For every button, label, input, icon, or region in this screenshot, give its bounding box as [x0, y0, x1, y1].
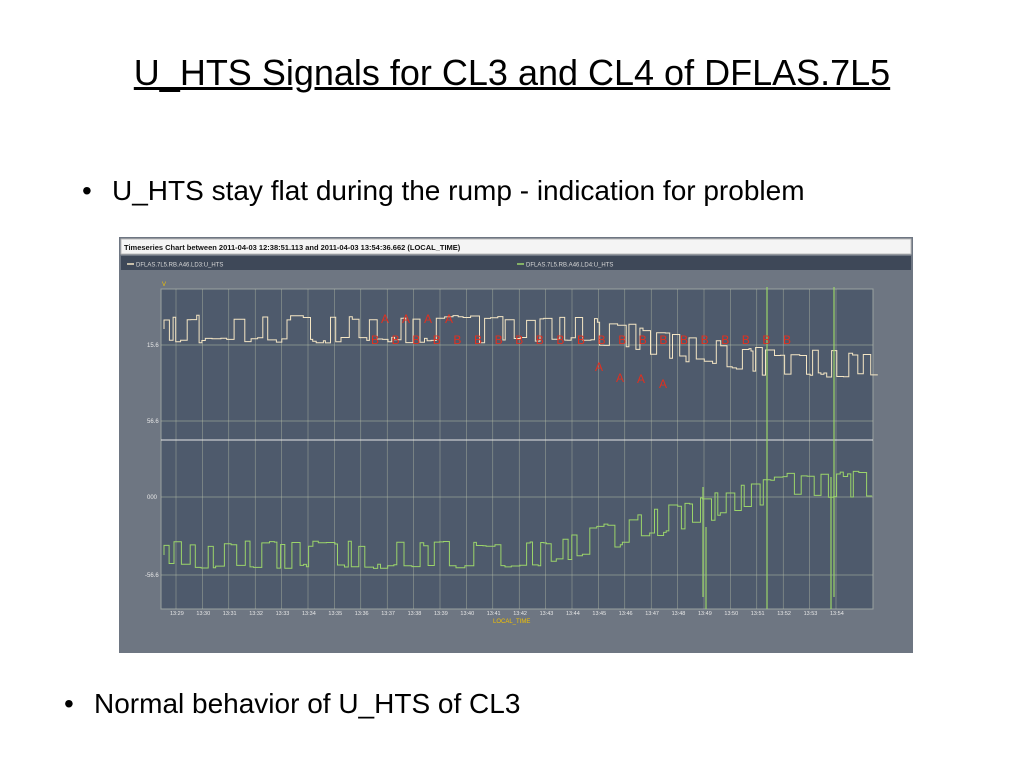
bullet-flat-rump: • U_HTS stay flat during the rump - indic…: [82, 175, 805, 207]
x-tick-label: 13:53: [804, 611, 818, 617]
annotation-b: B: [783, 333, 791, 347]
upper-tick-1: 15.6: [147, 343, 159, 349]
x-axis-label: LOCAL_TIME: [493, 619, 530, 625]
bullet-text: U_HTS stay flat during the rump - indica…: [112, 175, 805, 206]
annotation-b: B: [577, 333, 585, 347]
x-tick-label: 13:52: [777, 611, 791, 617]
timeseries-chart-screenshot: Timeseries Chart between 2011-04-03 12:3…: [119, 237, 913, 653]
window-title-bar: [120, 238, 912, 255]
annotation-b: B: [453, 333, 461, 347]
bullet-mark: •: [82, 175, 92, 206]
x-tick-label: 13:31: [223, 611, 237, 617]
x-tick-label: 13:50: [724, 611, 738, 617]
x-tick-label: 13:34: [302, 611, 316, 617]
signal-ld4-lower: [163, 470, 873, 569]
x-tick-label: 13:54: [830, 611, 844, 617]
x-tick-label: 13:47: [645, 611, 659, 617]
annotations-a: A A A AAA A A: [381, 312, 667, 391]
annotation-a: A: [424, 312, 432, 326]
annotation-b: B: [412, 333, 420, 347]
annotation-b: B: [556, 333, 564, 347]
annotation-a: A: [402, 312, 410, 326]
y-unit-label: V: [162, 282, 166, 288]
annotation-b: B: [659, 333, 667, 347]
annotation-a: A: [445, 312, 453, 326]
annotation-a: A: [616, 371, 624, 385]
upper-tick-2: 56.6: [147, 419, 159, 425]
lower-tick-1: 000: [147, 495, 158, 501]
x-tick-label: 13:40: [460, 611, 474, 617]
annotation-b: B: [536, 333, 544, 347]
legend-bar: [121, 256, 911, 270]
x-tick-label: 13:41: [487, 611, 501, 617]
annotation-b: B: [495, 333, 503, 347]
annotation-b: B: [742, 333, 750, 347]
annotation-b: B: [721, 333, 729, 347]
x-tick-label: 13:39: [434, 611, 448, 617]
x-tick-label: 13:51: [751, 611, 765, 617]
x-tick-label: 13:44: [566, 611, 580, 617]
x-tick-label: 13:29: [170, 611, 184, 617]
window-title: Timeseries Chart between 2011-04-03 12:3…: [124, 243, 461, 252]
bullet-normal-behavior: • Normal behavior of U_HTS of CL3: [64, 688, 520, 720]
slide-title: U_HTS Signals for CL3 and CL4 of DFLAS.7…: [133, 52, 891, 93]
x-tick-label: 13:42: [513, 611, 527, 617]
annotation-b: B: [639, 333, 647, 347]
bullet-text: Normal behavior of U_HTS of CL3: [94, 688, 521, 719]
annotation-b: B: [433, 333, 441, 347]
annotation-b: B: [701, 333, 709, 347]
x-tick-label: 13:45: [592, 611, 606, 617]
x-tick-label: 13:48: [672, 611, 686, 617]
x-tick-label: 13:33: [276, 611, 290, 617]
annotation-b: B: [474, 333, 482, 347]
annotation-b: B: [598, 333, 606, 347]
x-tick-label: 13:49: [698, 611, 712, 617]
x-tick-label: 13:37: [381, 611, 395, 617]
legend-entry-ld4: DFLAS.7L5.RB.A46.LD4:U_HTS: [526, 263, 613, 269]
signal-spikes: [702, 287, 835, 609]
x-tick-label: 13:32: [249, 611, 263, 617]
annotation-b: B: [392, 333, 400, 347]
annotation-a: A: [659, 377, 667, 391]
x-tick-label: 13:35: [328, 611, 342, 617]
annotation-a: A: [637, 372, 645, 386]
plot-area: [160, 288, 874, 610]
annotation-b: B: [515, 333, 523, 347]
lower-tick-2: -56.6: [145, 573, 159, 579]
annotation-b: B: [618, 333, 626, 347]
x-tick-label: 13:46: [619, 611, 633, 617]
signal-ld3-upper: [163, 314, 878, 378]
x-axis-ticks: 13:29 13:30 13:31 13:32 13:33 13:34 13:35 13:36…: [170, 611, 844, 617]
x-tick-label: 13:36: [355, 611, 369, 617]
annotation-a: A: [381, 312, 389, 326]
annotation-b: B: [371, 333, 379, 347]
annotation-b: B: [680, 333, 688, 347]
annotation-a: A: [595, 360, 603, 374]
x-tick-label: 13:30: [196, 611, 210, 617]
x-tick-label: 13:38: [408, 611, 422, 617]
x-tick-label: 13:43: [540, 611, 554, 617]
annotation-b: B: [762, 333, 770, 347]
legend-entry-ld3: DFLAS.7L5.RB.A46.LD3:U_HTS: [136, 263, 223, 269]
bullet-mark: •: [64, 688, 74, 719]
